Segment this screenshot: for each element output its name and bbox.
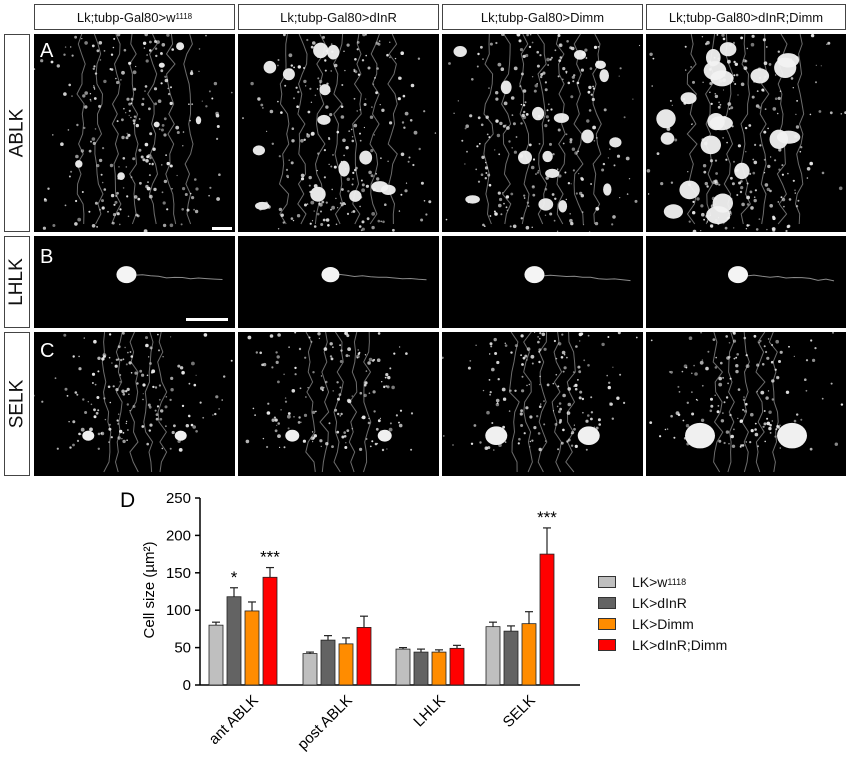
- row-label-lhlk: LHLK: [4, 236, 30, 328]
- bar-2-2: [431, 651, 447, 686]
- legend-label-w1118: LK>w: [632, 573, 668, 590]
- bar-1-1: [320, 639, 336, 686]
- micrograph-r2-c1: [34, 236, 235, 328]
- micrograph-r3-c3: [442, 332, 643, 476]
- micrograph-r3-c4: [646, 332, 846, 476]
- legend-swatch-dimm: [598, 617, 616, 630]
- legend-swatch-dinr-dimm: [598, 638, 616, 651]
- y-tick-label-250: 250: [166, 490, 191, 507]
- bar-2-3: [449, 647, 465, 686]
- column-header-3: Lk;tubp-Gal80>Dimm: [442, 4, 643, 30]
- legend-swatch-dinr: [598, 596, 616, 609]
- micrograph-r1-c2: [238, 34, 439, 232]
- bar-0-2: [244, 610, 260, 686]
- row-label-selk: SELK: [4, 332, 30, 476]
- legend-item-w1118: LK>w 1118: [598, 572, 727, 591]
- micrograph-r1-c3: [442, 34, 643, 232]
- column-header-1: Lk;tubp-Gal80>w 1118: [34, 4, 235, 30]
- significance-mark-0: *: [231, 568, 238, 587]
- column-header-2: Lk;tubp-Gal80>dInR: [238, 4, 439, 30]
- bar-3-2: [521, 623, 537, 686]
- panel-label-d: D: [120, 489, 135, 512]
- bar-1-2: [338, 643, 354, 686]
- significance-mark-1: ***: [260, 548, 280, 567]
- x-tick-label-1: post ABLK: [294, 692, 356, 754]
- bar-3-3: [539, 553, 555, 686]
- cell-size-chart-svg: D Cell size (µm²) 0 50 100 150 200 250 ant ABL…: [120, 489, 580, 754]
- bar-0-3: [262, 576, 278, 686]
- x-tick-label-3: SELK: [500, 692, 539, 731]
- bar-0-0: [208, 624, 224, 686]
- micrograph-r1-c4: [646, 34, 846, 232]
- bar-0-1: [226, 596, 242, 686]
- micrograph-r3-c1: [34, 332, 235, 476]
- panel-label-b: B: [40, 246, 54, 268]
- column-header-4: Lk;tubp-Gal80>dInR;Dimm: [646, 4, 846, 30]
- y-tick-label-150: 150: [166, 565, 191, 582]
- column-header-1-label: Lk;tubp-Gal80>w: [76, 9, 176, 25]
- cell-size-chart: D Cell size (µm²) 0 50 100 150 200 250 ant ABL…: [120, 480, 850, 770]
- bar-3-0: [485, 626, 501, 686]
- column-header-2-label: Lk;tubp-Gal80>dInR: [280, 9, 397, 25]
- bar-1-3: [356, 627, 372, 686]
- y-tick-label-100: 100: [166, 602, 191, 619]
- chart-legend: LK>w 1118 LK>dInR LK>Dimm LK>dInR;Dimm: [598, 572, 727, 656]
- micrograph-r1-c1: [34, 34, 235, 232]
- legend-item-dimm: LK>Dimm: [598, 614, 727, 633]
- micrograph-r3-c2: [238, 332, 439, 476]
- y-tick-label-50: 50: [174, 640, 191, 657]
- legend-item-dinr: LK>dInR: [598, 593, 727, 612]
- column-header-4-label: Lk;tubp-Gal80>dInR;Dimm: [668, 9, 824, 25]
- legend-label-dinr: LK>dInR: [632, 594, 687, 611]
- x-tick-label-2: LHLK: [410, 692, 449, 731]
- legend-item-dinr-dimm: LK>dInR;Dimm: [598, 635, 727, 654]
- y-tick-label-0: 0: [183, 677, 191, 694]
- significance-mark-2: ***: [537, 508, 557, 527]
- legend-swatch-w1118: [598, 575, 616, 588]
- panel-label-a: A: [40, 40, 54, 62]
- micrograph-r2-c3: [442, 236, 643, 328]
- panel-label-c: C: [40, 340, 55, 362]
- x-tick-label-0: ant ABLK: [206, 692, 262, 748]
- column-header-3-label: Lk;tubp-Gal80>Dimm: [480, 9, 605, 25]
- micrograph-r2-c4: [646, 236, 846, 328]
- y-tick-label-200: 200: [166, 527, 191, 544]
- row-label-ablk-text: ABLK: [6, 108, 27, 158]
- bar-3-1: [503, 630, 519, 686]
- bar-2-0: [395, 648, 411, 686]
- row-label-lhlk-text: LHLK: [6, 258, 27, 306]
- bar-1-0: [302, 653, 318, 686]
- legend-label-dinr-dimm: LK>dInR;Dimm: [632, 636, 728, 653]
- y-axis-label: Cell size (µm²): [141, 542, 158, 639]
- legend-label-dimm: LK>Dimm: [632, 615, 694, 632]
- bar-2-1: [413, 651, 429, 686]
- row-label-ablk: ABLK: [4, 34, 30, 232]
- micrograph-r2-c2: [238, 236, 439, 328]
- row-label-selk-text: SELK: [6, 379, 27, 429]
